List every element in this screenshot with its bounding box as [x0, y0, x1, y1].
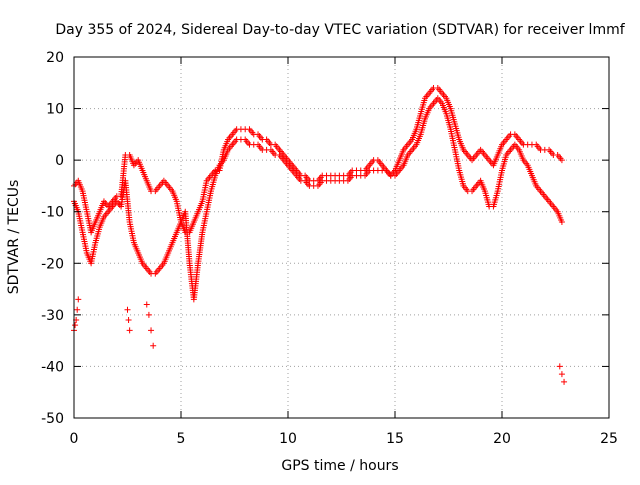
- data-point: [125, 317, 132, 324]
- y-tick-label: -40: [41, 359, 64, 375]
- data-point: [556, 363, 563, 370]
- data-layer: [71, 84, 568, 385]
- x-tick-label: 20: [493, 431, 511, 447]
- data-point: [143, 301, 150, 308]
- chart-title: Day 355 of 2024, Sidereal Day-to-day VTE…: [55, 22, 625, 38]
- data-point: [150, 342, 157, 349]
- x-tick-label: 5: [177, 431, 186, 447]
- y-tick-label: -10: [41, 205, 64, 221]
- data-point: [561, 378, 568, 385]
- data-point: [558, 371, 565, 378]
- data-point: [148, 327, 155, 334]
- y-tick-label: -50: [41, 411, 64, 427]
- data-point: [74, 306, 81, 313]
- series-main-trace-lower: [71, 95, 565, 303]
- y-tick-label: 20: [46, 50, 64, 66]
- plot-frame: [73, 56, 610, 419]
- data-point: [72, 322, 79, 329]
- data-point: [145, 311, 152, 318]
- y-tick-label: 10: [46, 102, 64, 118]
- data-point: [558, 219, 565, 226]
- series-outlier-cluster-1: [71, 296, 82, 334]
- y-axis-label: SDTVAR / TECUs: [6, 180, 22, 295]
- y-tick-label: 0: [55, 153, 64, 169]
- y-tick-label: -20: [41, 256, 64, 272]
- series-outlier-cluster-3: [143, 301, 157, 349]
- data-point: [558, 157, 565, 164]
- x-tick-label: 15: [386, 431, 404, 447]
- y-tick-label: -30: [41, 308, 64, 324]
- series-outlier-cluster-4: [556, 363, 568, 385]
- x-tick-label: 0: [70, 431, 79, 447]
- x-tick-label: 25: [600, 431, 618, 447]
- x-tick-label: 10: [279, 431, 297, 447]
- data-point: [75, 296, 82, 303]
- x-axis-label: GPS time / hours: [281, 458, 398, 474]
- series-outlier-cluster-2: [124, 306, 133, 334]
- data-point: [124, 306, 131, 313]
- tick-layer: 0 5 10 15 20 25 20 10 0 -10 -20 -30 -40 -50: [41, 50, 618, 447]
- data-point: [126, 327, 133, 334]
- grid-layer: [74, 57, 609, 418]
